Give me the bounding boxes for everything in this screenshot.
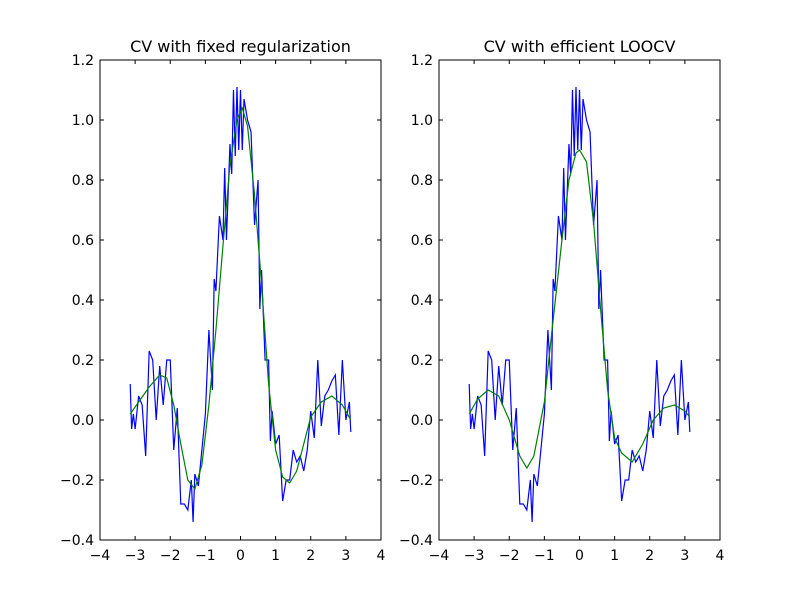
y-tick-label: 0.8 — [411, 173, 433, 189]
x-tick-label: 1 — [271, 548, 280, 564]
x-tick-label: 1 — [610, 548, 619, 564]
x-tick-label: −4 — [429, 548, 450, 564]
x-tick-label: −1 — [534, 548, 555, 564]
axes-frame — [438, 59, 721, 541]
y-tick-label: 1.2 — [411, 53, 433, 69]
y-tick-label: −0.2 — [399, 473, 433, 489]
x-tick-label: 3 — [680, 548, 689, 564]
y-tick-label: 0.2 — [411, 353, 433, 369]
y-tick-label: 0.0 — [411, 413, 433, 429]
x-tick-label: −4 — [90, 548, 111, 564]
y-tick-label: 1.2 — [72, 53, 94, 69]
x-tick-label: −3 — [125, 548, 146, 564]
axes-frame — [99, 59, 382, 541]
x-tick-label: 0 — [575, 548, 584, 564]
y-tick-label: −0.4 — [399, 533, 433, 549]
x-tick-label: −3 — [464, 548, 485, 564]
y-tick-label: −0.4 — [60, 533, 94, 549]
y-tick-label: 0.0 — [72, 413, 94, 429]
data-line — [129, 86, 352, 523]
y-tick-label: 0.8 — [72, 173, 94, 189]
y-tick-label: 0.6 — [72, 233, 94, 249]
data-line — [129, 106, 352, 491]
x-tick-label: 0 — [236, 548, 245, 564]
y-tick-label: 1.0 — [411, 113, 433, 129]
x-tick-label: 4 — [716, 548, 725, 564]
data-line — [468, 86, 691, 523]
y-tick-label: −0.2 — [60, 473, 94, 489]
y-tick-label: 0.2 — [72, 353, 94, 369]
x-tick-label: 2 — [306, 548, 315, 564]
x-tick-label: −2 — [499, 548, 520, 564]
x-tick-label: 2 — [645, 548, 654, 564]
x-tick-label: −1 — [195, 548, 216, 564]
y-tick-label: 1.0 — [72, 113, 94, 129]
y-tick-label: 0.6 — [411, 233, 433, 249]
y-tick-label: 0.4 — [411, 293, 433, 309]
chart-title: CV with efficient LOOCV — [484, 37, 676, 56]
chart-title: CV with fixed regularization — [130, 37, 351, 56]
data-line — [468, 149, 691, 470]
x-tick-label: 3 — [341, 548, 350, 564]
x-tick-label: −2 — [160, 548, 181, 564]
y-tick-label: 0.4 — [72, 293, 94, 309]
x-tick-label: 4 — [377, 548, 386, 564]
